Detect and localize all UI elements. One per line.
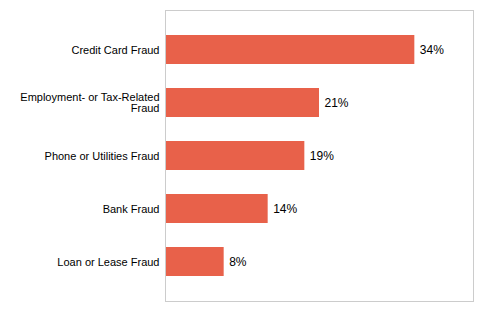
svg-text:34%: 34% [420, 43, 444, 57]
svg-text:Bank Fraud: Bank Fraud [103, 203, 160, 215]
svg-text:8%: 8% [229, 255, 247, 269]
svg-text:Phone or Utilities Fraud: Phone or Utilities Fraud [45, 150, 160, 162]
svg-text:19%: 19% [310, 149, 334, 163]
svg-text:14%: 14% [273, 202, 297, 216]
svg-text:Employment- or Tax-RelatedFrau: Employment- or Tax-RelatedFraud [20, 91, 159, 114]
svg-text:Credit Card Fraud: Credit Card Fraud [71, 44, 159, 56]
svg-text:Loan or Lease Fraud: Loan or Lease Fraud [57, 256, 159, 268]
svg-text:21%: 21% [325, 96, 349, 110]
